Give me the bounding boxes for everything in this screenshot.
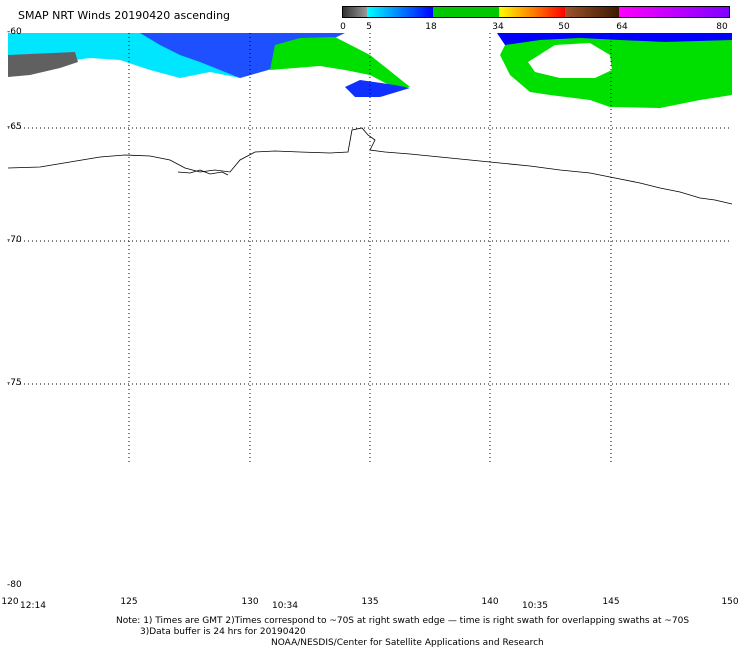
- note-line-3: NOAA/NESDIS/Center for Satellite Applica…: [271, 638, 544, 648]
- legend-tick-label: 5: [366, 22, 372, 32]
- lon-label: 150: [721, 597, 739, 607]
- lon-label: 135: [361, 597, 379, 607]
- wind-speed-color-legend: [342, 6, 730, 18]
- wind-swath-gap: [528, 43, 612, 78]
- note-line-1: Note: 1) Times are GMT 2)Times correspon…: [116, 616, 690, 626]
- note-line-2: 3)Data buffer is 24 hrs for 20190420: [140, 627, 306, 637]
- lat-label: -70: [7, 235, 22, 245]
- lon-label: 145: [602, 597, 620, 607]
- lon-label: 125: [120, 597, 138, 607]
- legend-tick-label: 80: [716, 22, 728, 32]
- wind-swath-green: [270, 37, 410, 88]
- map-title: SMAP NRT Winds 20190420 ascending: [18, 9, 231, 22]
- legend-tick-label: 50: [558, 22, 570, 32]
- swath-time-label: 10:34: [272, 601, 298, 611]
- wind-swath-gray: [8, 52, 78, 77]
- footnotes: Note: 1) Times are GMT 2)Times correspon…: [116, 616, 689, 649]
- legend-tick-label: 64: [616, 22, 628, 32]
- lon-label: 120: [1, 597, 19, 607]
- wind-swath-green-right: [500, 38, 732, 108]
- legend-tick-label: 18: [425, 22, 437, 32]
- lon-label: 130: [241, 597, 259, 607]
- antarctic-coastline: [7, 127, 733, 205]
- lat-label: -65: [7, 122, 22, 132]
- lat-label: -60: [7, 27, 22, 37]
- coastline-islet: [177, 169, 229, 176]
- lat-label: -80: [7, 580, 22, 590]
- lon-label: 140: [481, 597, 499, 607]
- wind-swath-blue-small: [345, 80, 410, 97]
- legend-tick-label: 34: [492, 22, 504, 32]
- swath-time-label: 10:35: [522, 601, 548, 611]
- legend-tick-label: 0: [340, 22, 346, 32]
- lat-label: -75: [7, 378, 22, 388]
- swath-time-label: 12:14: [20, 601, 46, 611]
